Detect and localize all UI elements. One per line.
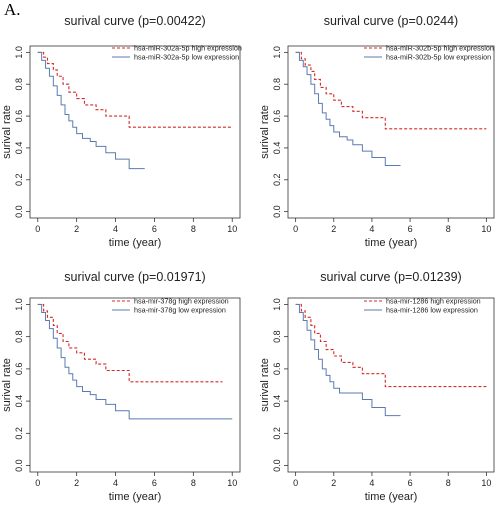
x-tick-label: 10 [481, 478, 491, 488]
y-axis-label: surival rate [1, 358, 13, 412]
x-tick-label: 4 [113, 224, 118, 234]
legend-entry: hsa-miR-302a-5p high expression [134, 44, 242, 53]
chart-title: surival curve (p=0.01239) [320, 270, 461, 284]
legend-entry: hsa-miR-302b-5p high expression [386, 44, 494, 53]
legend-entry: hsa-mir-378g high expression [134, 297, 229, 306]
y-tick-label: 0.2 [14, 427, 24, 440]
y-tick-label: 0.2 [14, 174, 24, 187]
chart-title: surival curve (p=0.01971) [64, 270, 205, 284]
series-line-high [37, 303, 223, 383]
chart-title: surival curve (p=0.0244) [324, 14, 458, 28]
y-tick-label: 0.2 [272, 427, 282, 440]
x-axis: 0 2 4 6 8 10 [35, 218, 237, 234]
y-axis-label: surival rate [1, 105, 13, 159]
y-tick-label: 0.6 [272, 110, 282, 123]
x-axis: 0 2 4 6 8 10 [35, 472, 237, 488]
legend-entry: hsa-miR-302a-5p low expression [134, 53, 239, 62]
chart-panel-2: surival curve (p=0.0244) 0 2 4 6 8 10 time (yea… [259, 14, 495, 249]
chart-title: surival curve (p=0.00422) [64, 14, 205, 28]
x-tick-label: 8 [191, 224, 196, 234]
x-tick-label: 0 [35, 224, 40, 234]
y-tick-label: 0.4 [14, 395, 24, 408]
panel-label: A. [4, 0, 21, 19]
plot-frame [29, 45, 241, 219]
x-tick-label: 6 [152, 478, 157, 488]
x-tick-label: 6 [152, 224, 157, 234]
y-tick-label: 0.6 [272, 363, 282, 376]
legend: hsa-miR-302b-5p high expressionhsa-miR-3… [364, 44, 494, 62]
x-axis: 0 2 4 6 8 10 [293, 472, 491, 488]
series-line-high [295, 51, 487, 130]
x-tick-label: 4 [369, 224, 374, 234]
series-line-low [37, 51, 145, 170]
plot-frame [287, 45, 495, 219]
y-tick-label: 0.0 [272, 459, 282, 472]
x-axis-label: time (year) [109, 491, 162, 503]
series-line-high [37, 51, 233, 128]
y-tick-label: 1.0 [272, 298, 282, 311]
legend: hsa-mir-378g high expressionhsa-mir-378g… [112, 297, 229, 315]
y-axis: 0.0 0.2 0.4 0.6 0.8 1.0 [272, 46, 288, 218]
x-axis-label: time (year) [109, 237, 162, 249]
x-tick-label: 8 [446, 478, 451, 488]
x-tick-label: 10 [227, 224, 237, 234]
legend-entry: hsa-mir-378g low expression [134, 306, 226, 315]
y-tick-label: 1.0 [272, 46, 282, 59]
y-tick-label: 0.2 [272, 174, 282, 187]
plot-frame [287, 297, 495, 473]
y-tick-label: 0.6 [14, 363, 24, 376]
y-tick-label: 0.8 [272, 78, 282, 91]
x-axis: 0 2 4 6 8 10 [293, 218, 491, 234]
y-axis: 0.0 0.2 0.4 0.6 0.8 1.0 [14, 298, 30, 472]
x-tick-label: 8 [191, 478, 196, 488]
y-tick-label: 0.0 [272, 205, 282, 218]
series-line-low [295, 51, 401, 166]
y-axis: 0.0 0.2 0.4 0.6 0.8 1.0 [14, 46, 30, 218]
y-tick-label: 0.4 [272, 395, 282, 408]
x-tick-label: 10 [481, 224, 491, 234]
y-axis-label: surival rate [259, 358, 271, 412]
x-tick-label: 4 [369, 478, 374, 488]
chart-panel-3: surival curve (p=0.01971) 0 2 4 6 8 10 time (ye… [1, 270, 241, 503]
y-tick-label: 0.0 [14, 459, 24, 472]
plot-frame [29, 297, 241, 473]
series-line-low [295, 303, 401, 417]
x-tick-label: 0 [293, 224, 298, 234]
legend-entry: hsa-miR-302b-5p low expression [386, 53, 491, 62]
y-tick-label: 0.4 [14, 142, 24, 155]
x-axis-label: time (year) [365, 237, 418, 249]
x-tick-label: 2 [74, 478, 79, 488]
legend-entry: hsa-mir-1286 low expression [386, 306, 478, 315]
chart-panel-4: surival curve (p=0.01239) 0 2 4 6 8 10 time (ye… [259, 270, 495, 503]
y-tick-label: 0.0 [14, 205, 24, 218]
x-tick-label: 8 [446, 224, 451, 234]
y-axis: 0.0 0.2 0.4 0.6 0.8 1.0 [272, 298, 288, 472]
y-tick-label: 0.4 [272, 142, 282, 155]
x-tick-label: 6 [408, 478, 413, 488]
x-tick-label: 0 [35, 478, 40, 488]
series-line-high [295, 303, 487, 388]
y-axis-label: surival rate [259, 105, 271, 159]
legend-entry: hsa-mir-1286 high expression [386, 297, 481, 306]
legend: hsa-miR-302a-5p high expressionhsa-miR-3… [112, 44, 242, 62]
x-tick-label: 2 [331, 224, 336, 234]
x-axis-label: time (year) [365, 491, 418, 503]
y-tick-label: 0.6 [14, 110, 24, 123]
y-tick-label: 0.8 [14, 330, 24, 343]
y-tick-label: 0.8 [14, 78, 24, 91]
legend: hsa-mir-1286 high expressionhsa-mir-1286… [364, 297, 481, 315]
x-tick-label: 10 [227, 478, 237, 488]
x-tick-label: 0 [293, 478, 298, 488]
series-line-low [37, 303, 233, 420]
y-tick-label: 0.8 [272, 330, 282, 343]
x-tick-label: 2 [331, 478, 336, 488]
chart-panel-1: surival curve (p=0.00422) 0 2 4 6 8 10 time (ye… [1, 14, 242, 249]
y-tick-label: 1.0 [14, 46, 24, 59]
x-tick-label: 6 [408, 224, 413, 234]
x-tick-label: 2 [74, 224, 79, 234]
y-tick-label: 1.0 [14, 298, 24, 311]
x-tick-label: 4 [113, 478, 118, 488]
